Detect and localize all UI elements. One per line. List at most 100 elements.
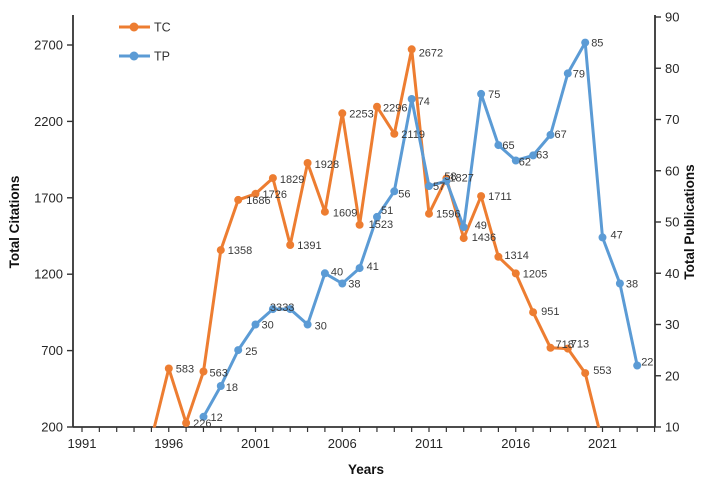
tp-label-2017: 63 xyxy=(536,149,548,161)
tp-label-2003: 33 xyxy=(282,302,294,314)
tc-marker-2006 xyxy=(338,109,347,118)
tc-marker-1996 xyxy=(164,364,173,373)
legend-label-tc: TC xyxy=(154,21,171,35)
tp-marker-2012 xyxy=(442,177,451,185)
tp-marker-2019 xyxy=(563,69,572,78)
tp-label-2015: 65 xyxy=(502,140,514,152)
tc-marker-2008 xyxy=(373,102,381,111)
tc-label-2012: 1827 xyxy=(449,172,473,184)
tp-label-1998: 12 xyxy=(211,412,223,424)
tp-marker-2004 xyxy=(303,320,312,329)
tp-label-2019: 79 xyxy=(573,68,585,80)
tp-marker-1998 xyxy=(199,412,208,421)
tc-label-2001: 1726 xyxy=(263,189,287,201)
tc-label-2018: 718 xyxy=(556,339,574,351)
legend-label-tp: TP xyxy=(154,50,170,64)
tp-label-2011: 57 xyxy=(433,181,445,193)
left-axis-title: Total Citations xyxy=(7,176,22,269)
tc-label-2005: 1609 xyxy=(333,208,357,220)
left-tick-label: 700 xyxy=(41,343,63,358)
legend-item-tc: TC xyxy=(119,21,171,35)
tc-label-2015: 1314 xyxy=(504,250,528,262)
tc-label-2006: 2253 xyxy=(349,108,373,120)
tp-label-2005: 40 xyxy=(331,266,343,278)
tp-marker-2007 xyxy=(355,264,364,273)
tp-marker-2001 xyxy=(251,320,260,329)
tc-label-2009: 2119 xyxy=(401,129,425,141)
tc-marker-2004 xyxy=(303,159,312,167)
tp-label-2022: 38 xyxy=(626,279,638,291)
tp-marker-2005 xyxy=(320,269,329,278)
tp-label-2001: 30 xyxy=(262,320,274,332)
tp-label-2009: 56 xyxy=(398,188,410,200)
tp-label-2013: 49 xyxy=(475,220,487,232)
right-axis-title: Total Publications xyxy=(682,164,697,279)
left-tick-label: 2700 xyxy=(34,38,63,53)
tp-marker-2018 xyxy=(546,130,555,139)
legend-marker-tp xyxy=(129,51,139,61)
tp-marker-2002 xyxy=(268,305,277,314)
right-tick-label: 40 xyxy=(665,266,679,281)
right-tick-label: 90 xyxy=(665,10,679,25)
tc-marker-2000 xyxy=(234,195,243,204)
tc-marker-2009 xyxy=(390,129,399,138)
tp-marker-2017 xyxy=(529,151,538,160)
tc-marker-1997 xyxy=(182,419,191,427)
tc-label-2020: 553 xyxy=(593,365,611,377)
x-tick-label: 1996 xyxy=(154,436,183,451)
left-tick-label: 2200 xyxy=(34,114,63,129)
tp-marker-2021 xyxy=(598,233,607,242)
tp-label-2000: 25 xyxy=(245,346,257,358)
tc-label-2004: 1928 xyxy=(315,159,339,171)
legend-item-tp: TP xyxy=(119,50,170,64)
tc-marker-2007 xyxy=(355,220,364,229)
left-tick-label: 1200 xyxy=(34,267,63,282)
tc-marker-2016 xyxy=(511,269,520,278)
tp-marker-2020 xyxy=(581,38,590,47)
tp-marker-1999 xyxy=(216,382,225,390)
left-tick-label: 1700 xyxy=(34,190,63,205)
right-tick-label: 20 xyxy=(665,368,679,383)
tc-label-2019: 713 xyxy=(571,339,589,351)
tc-label-2003: 1391 xyxy=(297,240,321,252)
tp-label-2004: 30 xyxy=(315,321,327,333)
tc-marker-2014 xyxy=(477,192,486,201)
tc-label-1999: 1358 xyxy=(228,245,252,257)
tc-marker-2010 xyxy=(407,45,416,54)
tc-label-2013: 1436 xyxy=(472,232,496,244)
right-tick-label: 60 xyxy=(665,163,679,178)
x-tick-label: 2021 xyxy=(588,436,617,451)
right-tick-label: 80 xyxy=(665,61,679,76)
tc-marker-2019 xyxy=(563,344,572,353)
tp-label-2014: 75 xyxy=(488,89,500,101)
tc-marker-2018 xyxy=(546,343,555,352)
tc-marker-1999 xyxy=(216,246,225,255)
tc-label-2002: 1829 xyxy=(280,174,304,186)
tp-marker-2022 xyxy=(615,279,624,288)
tp-label-2018: 67 xyxy=(555,129,567,141)
tp-marker-2010 xyxy=(407,95,416,103)
tp-marker-2023 xyxy=(633,361,642,370)
tp-label-2006: 38 xyxy=(348,279,360,291)
tc-label-1997: 226 xyxy=(193,418,211,430)
right-tick-label: 30 xyxy=(665,317,679,332)
tp-marker-2006 xyxy=(338,279,347,288)
tc-label-2016: 1205 xyxy=(523,268,547,280)
tc-label-2014: 1711 xyxy=(488,191,512,203)
tc-marker-2005 xyxy=(320,207,329,216)
tp-label-2021: 47 xyxy=(611,229,623,241)
axes: 200 700 1200 1700 2200 2700 10 20 30 40 50 60 70 80 90… xyxy=(34,10,679,452)
series-lines xyxy=(152,38,642,428)
tp-marker-2013 xyxy=(459,223,468,232)
tc-label-1996: 583 xyxy=(176,364,194,376)
tp-label-2002: 33 xyxy=(270,302,282,314)
x-tick-label: 2006 xyxy=(328,436,357,451)
tp-marker-2008 xyxy=(373,212,381,221)
tc-marker-2003 xyxy=(286,241,295,249)
right-tick-label: 70 xyxy=(665,112,679,127)
tp-label-2012: 58 xyxy=(444,171,456,183)
tp-label-2008: 51 xyxy=(381,205,393,217)
tp-marker-2011 xyxy=(425,182,433,191)
